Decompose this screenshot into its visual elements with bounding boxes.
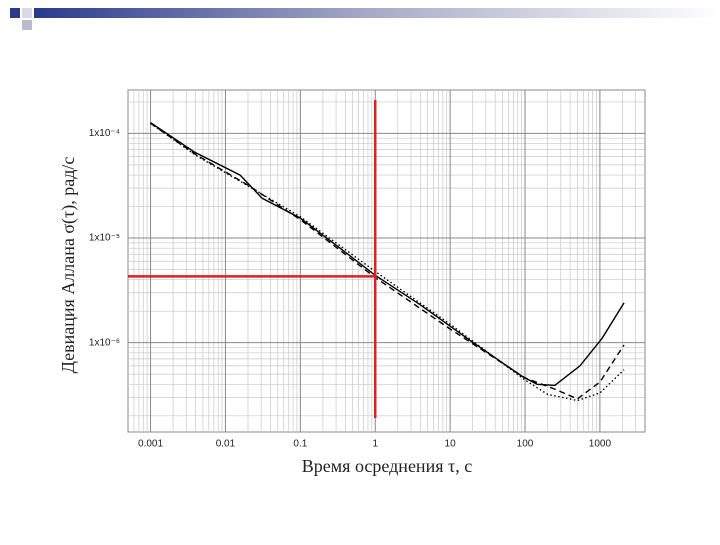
deco-square — [22, 8, 32, 18]
x-tick-label: 1 — [372, 439, 378, 450]
x-axis-title: Время осреднения τ, с — [302, 456, 472, 476]
deco-band — [34, 8, 720, 18]
deco-square — [22, 20, 32, 30]
x-tick-label: 10 — [445, 439, 457, 450]
y-tick-label: 1x10⁻⁴ — [89, 128, 120, 139]
y-tick-label: 1x10⁻⁶ — [89, 337, 120, 348]
x-tick-label: 0.001 — [138, 439, 163, 450]
y-axis-title: Девиация Аллана σ(τ), рад/с — [58, 157, 79, 374]
deco-square — [10, 8, 20, 18]
x-tick-label: 0.01 — [216, 439, 236, 450]
series-line — [150, 122, 625, 400]
y-tick-label: 1x10⁻⁵ — [89, 233, 120, 244]
x-tick-label: 0.1 — [293, 439, 307, 450]
x-tick-label: 100 — [517, 439, 534, 450]
series-line — [150, 122, 625, 387]
x-tick-label: 1000 — [589, 439, 612, 450]
